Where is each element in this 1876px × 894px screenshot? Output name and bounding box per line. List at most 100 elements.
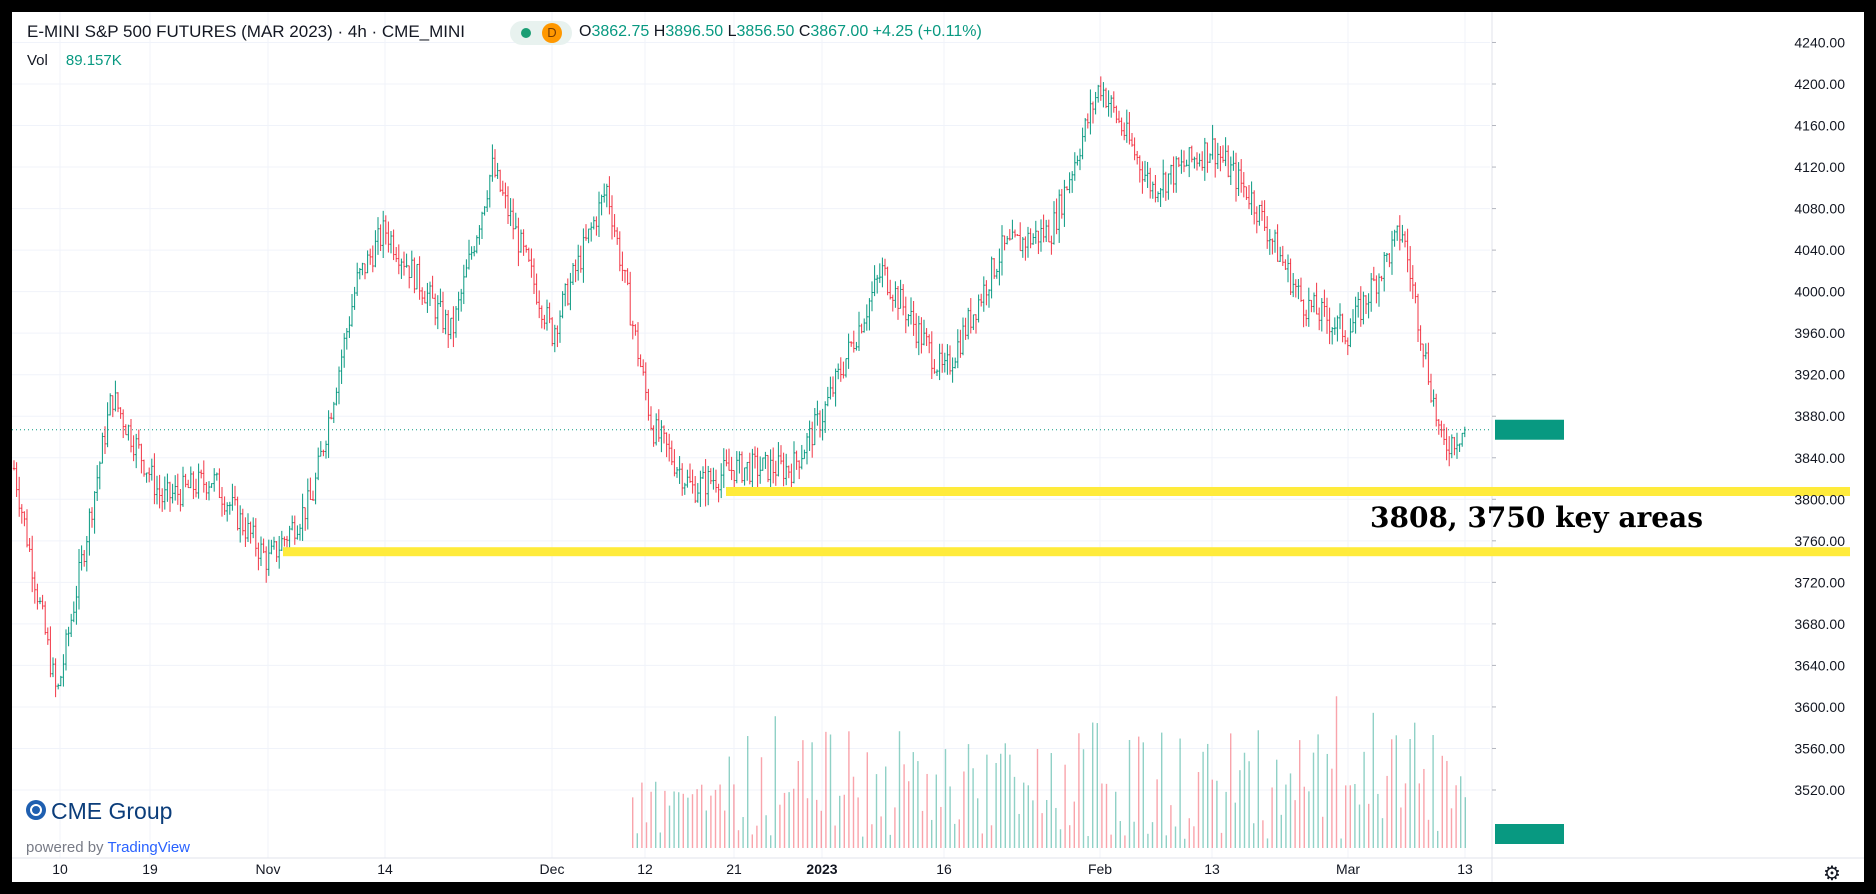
volume-bar [967,744,970,848]
volume-bar [687,797,689,848]
volume-bar [756,825,758,848]
volume-bar [1331,768,1333,848]
price-tick-label: 3920.00 [1794,367,1845,383]
volume-bar [1078,733,1080,848]
volume-bar [1170,805,1172,848]
price-tick-label: 4000.00 [1794,284,1845,300]
volume-bar [1027,785,1029,848]
time-tick-label: 16 [936,861,952,877]
volume-bar [995,762,997,848]
volume-bar [1046,799,1048,848]
volume-bar [1276,759,1278,848]
volume-bar [1059,829,1062,848]
time-tick-label: Nov [256,861,281,877]
volume-bar [875,774,878,848]
powered-by-tradingview[interactable]: powered by TradingView [26,839,190,856]
price-chart[interactable]: 3520.00 3560.00 3600.00 3640.00 3680.00 3720.… [12,12,1864,882]
volume-bar [1110,834,1112,848]
volume-bar [820,810,822,848]
volume-bar [659,832,661,848]
volume-bar [788,792,790,848]
change-value: +4.25 (+0.11%) [872,23,982,40]
time-tick-label: 12 [637,861,653,877]
volume-bar [737,830,740,848]
volume-bar [1202,751,1204,848]
volume-bar [678,792,680,848]
low-value: 3856.50 [736,23,795,40]
volume-bar [885,766,887,848]
gear-icon[interactable]: ⚙ [1823,863,1841,882]
volume-bar [1105,783,1108,848]
symbol-title[interactable]: E-MINI S&P 500 FUTURES (MAR 2023) · 4h ·… [27,22,466,41]
low-label: L [727,23,737,40]
price-tick-label: 4080.00 [1794,201,1845,217]
price-tick-label: 3760.00 [1794,533,1845,549]
volume-axis-label: 89.157K [1797,826,1850,842]
volume-bar [765,815,767,848]
volume-bar [1285,784,1287,848]
volume-bar [935,774,937,848]
tradingview-link[interactable]: TradingView [107,839,191,856]
volume-bar [908,781,910,848]
volume-bar [1368,803,1370,848]
volume-bar [1032,800,1034,848]
volume-bar [742,817,744,848]
volume-bar [1119,821,1121,848]
volume-bar [871,824,873,848]
volume-bar [783,792,786,848]
volume-bar [862,836,864,848]
volume-bar [1082,749,1085,848]
price-tick-label: 3600.00 [1794,699,1845,715]
price-tick-label: 3680.00 [1794,616,1845,632]
volume-bar [848,731,850,848]
last-price-box [1495,419,1564,440]
volume-bar [1266,838,1269,848]
volume-bar [705,810,707,848]
volume-bar [866,752,868,848]
volume-bar [1220,832,1223,848]
volume-bar [1372,712,1374,848]
volume-bar [636,833,638,848]
volume-bar [1138,736,1140,848]
volume-bar [1326,753,1328,848]
volume-bar [691,794,694,848]
volume-bar [1363,751,1365,848]
volume-bar [1184,838,1186,848]
volume-bar [1064,764,1066,848]
volume-bar [958,819,960,848]
open-value: 3862.75 [591,23,650,40]
volume-bar [668,805,671,848]
volume-bar [1381,818,1384,848]
volume-bar [1156,779,1158,848]
volume-bar [1073,801,1075,848]
price-tick-label: 4120.00 [1794,159,1845,175]
chart-frame: 3520.00 3560.00 3600.00 3640.00 3680.00 3720.… [12,12,1864,882]
volume-bar [912,752,914,848]
volume-bar [650,791,652,848]
volume-label: Vol [27,52,48,69]
volume-bar [880,816,882,848]
volume-bar [843,794,845,848]
volume-bar [719,784,721,848]
time-tick-label: 13 [1204,861,1220,877]
volume-bar [1216,780,1218,848]
market-status-pill[interactable]: D [510,21,572,45]
volume-bar [1299,740,1301,848]
volume-bar [954,823,956,848]
time-tick-label: Mar [1336,861,1360,877]
volume-bar [1460,776,1462,848]
volume-bar [894,807,896,848]
volume-bar [949,786,951,848]
volume-bar [696,789,698,848]
volume-bar [802,740,804,848]
price-tick-label: 4160.00 [1794,118,1845,134]
volume-bar [1441,755,1443,848]
volume-bar [1036,748,1039,848]
volume-bar [1188,818,1190,848]
volume-bar [981,833,983,848]
price-tick-label: 4040.00 [1794,242,1845,258]
volume-bar [774,716,776,848]
volume-bar [852,776,855,848]
volume-bar [921,810,924,848]
price-tick-label: 3840.00 [1794,450,1845,466]
